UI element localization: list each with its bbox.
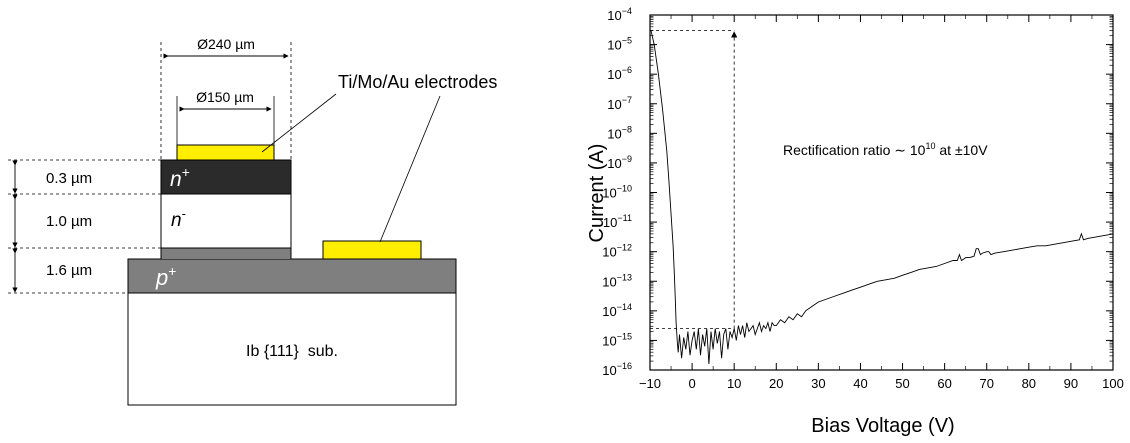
x-tick-label: 50 <box>895 376 909 391</box>
y-tick-exp: −5 <box>622 36 632 46</box>
substrate-label: Ib {111} sub. <box>246 343 338 360</box>
y-tick-label: 10−6 <box>607 65 632 82</box>
iv-curve-line <box>650 29 1113 365</box>
y-axis-ticks: 10−410−510−610−710−810−910−1010−1110−121… <box>602 6 1113 378</box>
thickness-label-1: 0.3 µm <box>46 170 92 187</box>
y-tick-base: 10 <box>607 8 621 23</box>
y-tick-base: 10 <box>602 333 616 348</box>
x-tick-label: −10 <box>639 376 661 391</box>
outer-dia-label: Ø240 µm <box>197 36 255 52</box>
y-tick-label: 10−4 <box>607 6 632 23</box>
electrode-leader-bottom <box>379 95 441 243</box>
y-tick-exp: −6 <box>622 65 632 75</box>
nminus-sup: - <box>182 206 186 221</box>
electrode-leader-top <box>261 93 337 153</box>
y-tick-exp: −4 <box>622 6 632 16</box>
pplus-layer <box>127 258 457 294</box>
y-tick-exp: −16 <box>617 361 632 371</box>
x-tick-label: 80 <box>1022 376 1036 391</box>
device-diagram: Ib {111} sub. p+ n- n+ Ti/Mo/Au electrod… <box>8 36 497 406</box>
x-tick-label: 10 <box>727 376 741 391</box>
y-tick-label: 10−16 <box>602 361 632 378</box>
x-axis-ticks: −10 0 10 20 30 40 50 60 70 80 90 100 <box>639 15 1124 391</box>
substrate-block <box>127 292 457 406</box>
annotation-suffix: at ±10V <box>935 142 988 158</box>
mesa-step <box>160 247 292 259</box>
y-tick-base: 10 <box>602 363 616 378</box>
nplus-base: n <box>170 168 182 191</box>
x-tick-label: 20 <box>769 376 783 391</box>
x-axis-label: Bias Voltage (V) <box>811 415 954 437</box>
y-tick-base: 10 <box>603 215 617 230</box>
y-tick-base: 10 <box>607 38 621 53</box>
y-tick-exp: −14 <box>617 302 632 312</box>
bottom-electrode <box>322 240 422 260</box>
x-tick-label: 0 <box>688 376 695 391</box>
y-tick-label: 10−14 <box>602 302 632 319</box>
y-axis-label: Current (A) <box>586 144 608 243</box>
nplus-layer-label: n+ <box>170 164 190 191</box>
x-tick-label: 60 <box>937 376 951 391</box>
y-tick-exp: −13 <box>617 272 632 282</box>
y-tick-label: 10−13 <box>602 272 632 289</box>
y-tick-label: 10−12 <box>602 243 632 260</box>
y-tick-base: 10 <box>602 274 616 289</box>
y-tick-exp: −12 <box>617 243 632 253</box>
pplus-sup: + <box>168 263 176 279</box>
y-tick-base: 10 <box>607 67 621 82</box>
plot-frame <box>649 14 1114 371</box>
x-tick-label: 40 <box>853 376 867 391</box>
inner-dia-label: Ø150 µm <box>196 89 254 105</box>
y-tick-exp: −9 <box>622 154 632 164</box>
chart-annotation: Rectification ratio ∼ 1010 at ±10V <box>783 141 988 158</box>
x-tick-label: 90 <box>1064 376 1078 391</box>
pplus-base: p <box>155 265 168 290</box>
y-tick-label: 10−8 <box>607 124 632 141</box>
y-tick-label: 10−15 <box>602 331 632 348</box>
y-tick-base: 10 <box>607 156 621 171</box>
y-tick-exp: −15 <box>617 331 632 341</box>
x-tick-label: 30 <box>811 376 825 391</box>
y-tick-exp: −10 <box>617 184 632 194</box>
thickness-label-2: 1.0 µm <box>46 213 92 230</box>
nminus-base: n <box>171 210 182 231</box>
thickness-label-3: 1.6 µm <box>46 262 92 279</box>
y-tick-label: 10−10 <box>602 184 632 201</box>
x-tick-label: 70 <box>979 376 993 391</box>
y-tick-base: 10 <box>602 245 616 260</box>
y-tick-base: 10 <box>602 186 616 201</box>
pplus-layer-label: p+ <box>155 263 176 290</box>
y-tick-base: 10 <box>607 126 621 141</box>
annotation-prefix: Rectification ratio ∼ 10 <box>783 142 926 158</box>
nminus-layer-label: n- <box>171 206 186 231</box>
y-tick-label: 10−9 <box>607 154 632 171</box>
y-tick-label: 10−7 <box>607 95 632 112</box>
x-tick-label: 100 <box>1102 376 1124 391</box>
y-tick-exp: −7 <box>622 95 632 105</box>
nplus-sup: + <box>182 164 190 180</box>
electrodes-label: Ti/Mo/Au electrodes <box>338 72 497 92</box>
reference-lines <box>650 30 738 330</box>
iv-chart: 10−410−510−610−710−810−910−1010−1110−121… <box>586 6 1124 437</box>
annotation-exp: 10 <box>925 141 935 151</box>
nplus-layer <box>160 159 292 195</box>
top-electrode <box>176 144 275 161</box>
y-tick-exp: −8 <box>622 124 632 134</box>
y-tick-exp: −11 <box>617 213 632 223</box>
y-tick-label: 10−5 <box>607 36 632 53</box>
y-tick-base: 10 <box>602 304 616 319</box>
y-tick-base: 10 <box>607 97 621 112</box>
y-tick-label: 10−11 <box>603 213 632 230</box>
